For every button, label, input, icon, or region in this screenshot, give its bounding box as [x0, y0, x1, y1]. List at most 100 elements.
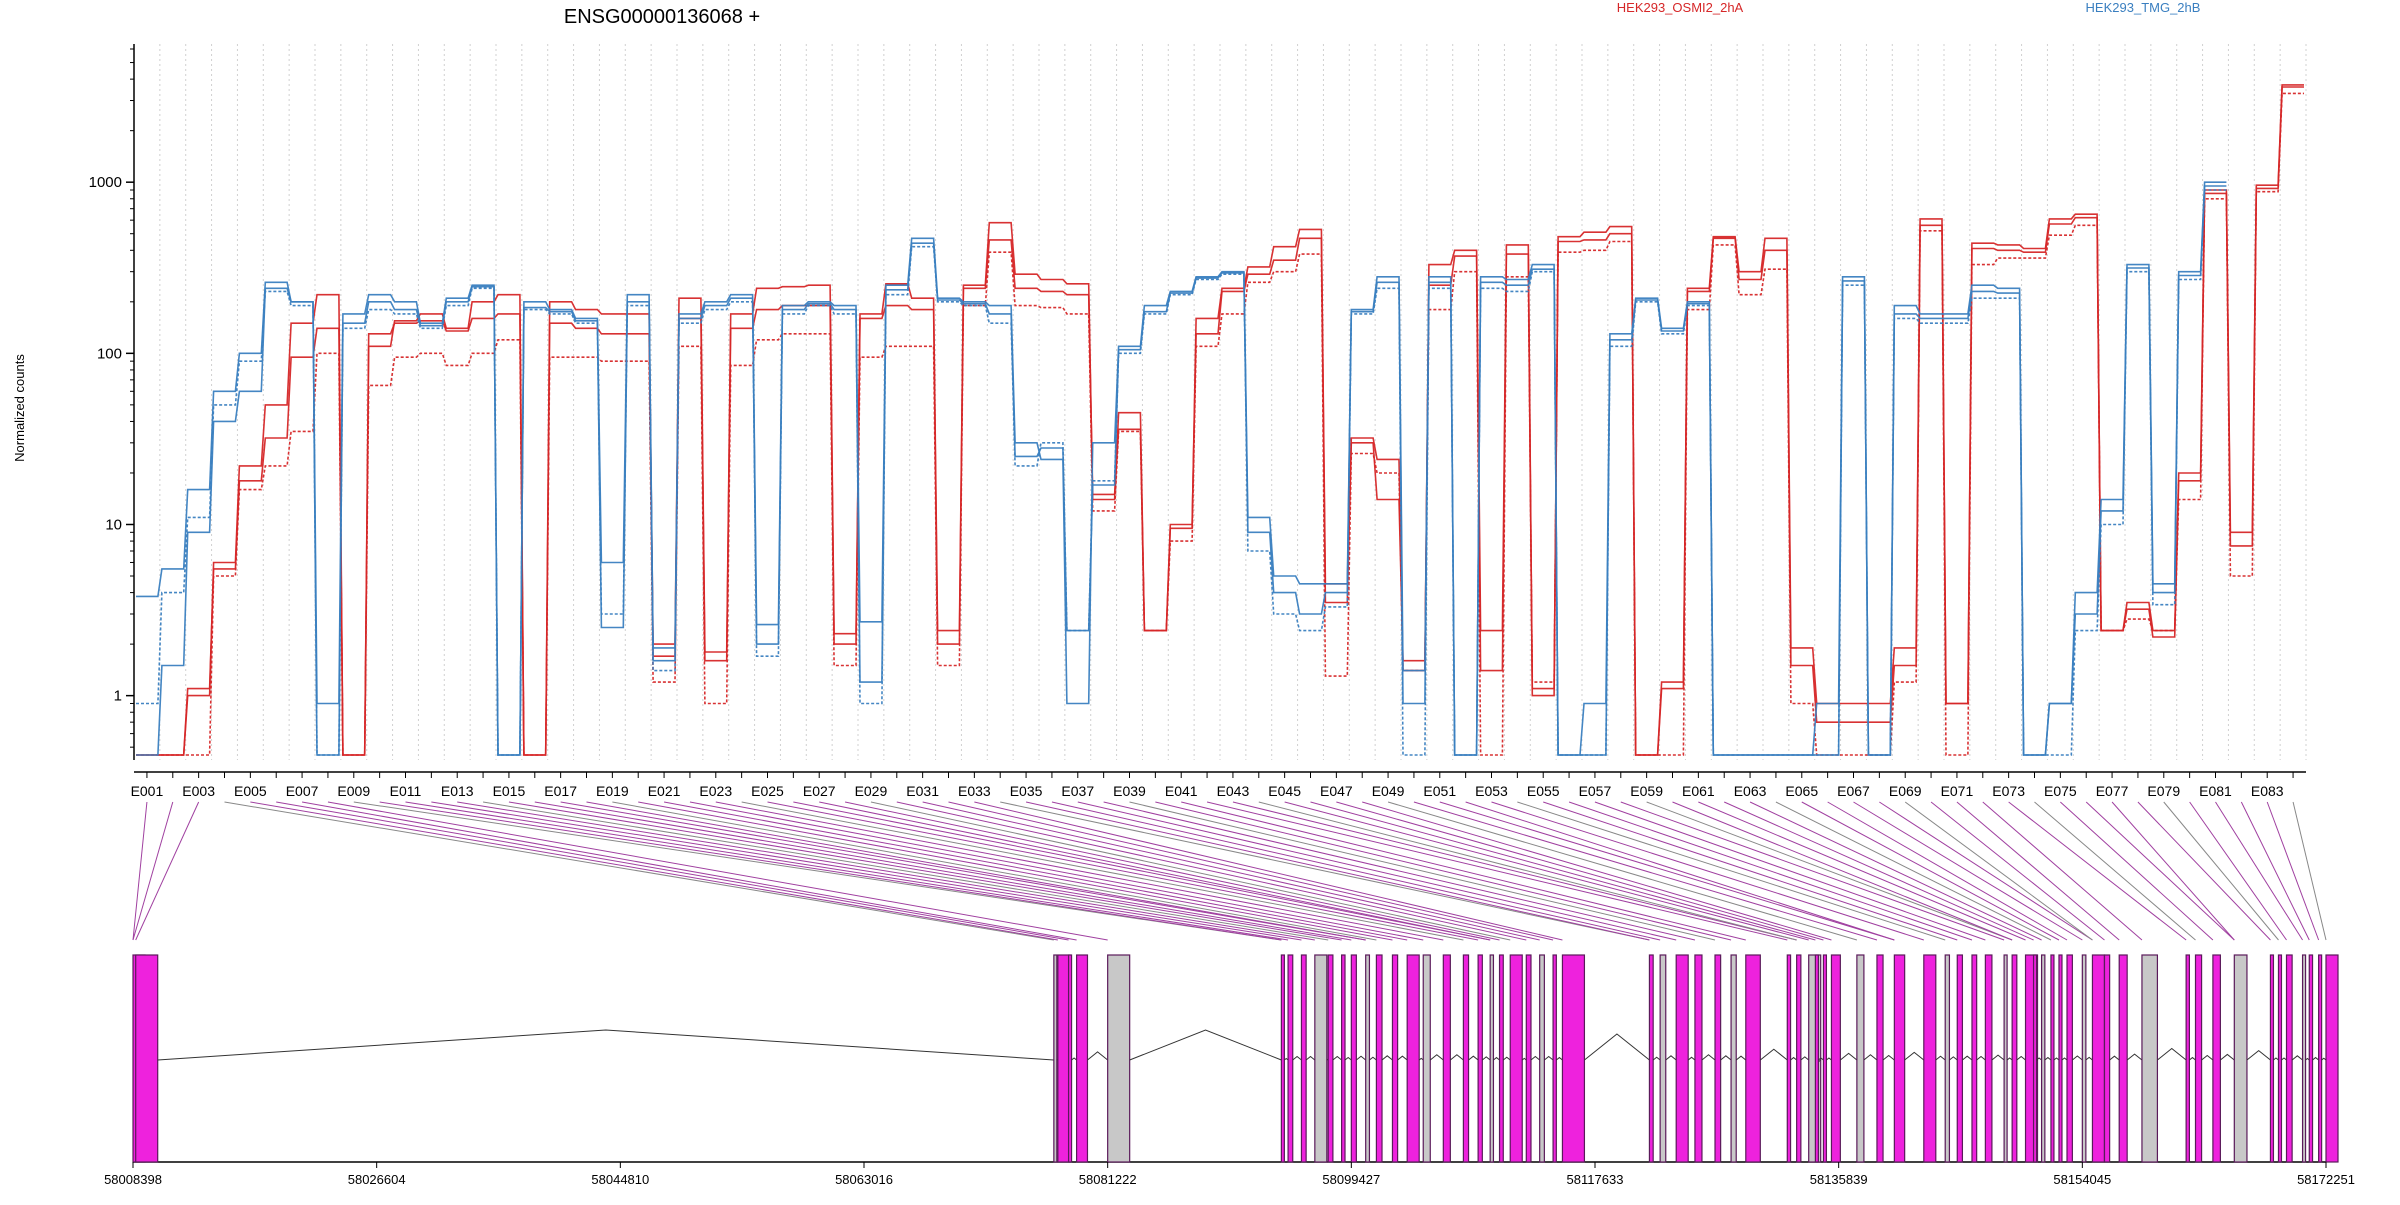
exon-connector	[1000, 802, 1649, 940]
exon-box	[1108, 955, 1130, 1162]
exon-box	[1787, 955, 1790, 1162]
exon-connector	[2035, 802, 2196, 940]
intron-line	[1522, 1058, 1526, 1060]
exon-box	[2309, 955, 2312, 1162]
exon-box	[1540, 955, 1545, 1162]
exon-box	[2319, 955, 2322, 1162]
exon-tick-label: E067	[1837, 783, 1870, 799]
exon-tick-label: E059	[1630, 783, 1663, 799]
exon-box	[1328, 955, 1333, 1162]
intron-line	[2062, 1058, 2067, 1060]
intron-line	[1398, 1056, 1408, 1060]
exon-tick-label: E071	[1941, 783, 1974, 799]
intron-line	[1840, 1053, 1857, 1060]
intron-line	[2017, 1057, 2026, 1060]
intron-line	[1962, 1056, 1972, 1060]
exon-tick-label: E003	[182, 783, 215, 799]
exon-connector	[1802, 802, 2059, 940]
y-tick-label: 100	[97, 345, 122, 362]
y-tick-label: 1000	[89, 174, 122, 191]
exon-box	[1423, 955, 1430, 1162]
exon-box	[1731, 955, 1736, 1162]
grid-lines	[134, 44, 2306, 760]
intron-line	[1936, 1056, 1945, 1060]
exon-tick-label: E041	[1165, 783, 1198, 799]
genomic-tick-label: 58044810	[591, 1172, 649, 1187]
exon-tick-label: E057	[1579, 783, 1612, 799]
intron-line	[1949, 1057, 1957, 1060]
exon-box	[1490, 955, 1493, 1162]
exon-tick-label: E075	[2044, 783, 2077, 799]
intron-line	[1801, 1057, 1809, 1060]
intron-line	[2045, 1058, 2051, 1060]
exon-box	[1649, 955, 1653, 1162]
intron-line	[2292, 1056, 2302, 1060]
exon-tick-label: E037	[1061, 783, 1094, 799]
intron-line	[1293, 1057, 1302, 1060]
exon-tick-label: E033	[958, 783, 991, 799]
exon-box	[1351, 955, 1356, 1162]
exon-connector	[2164, 802, 2279, 940]
intron-line	[2220, 1054, 2234, 1060]
exon-connector	[1776, 802, 2051, 940]
exon-tick-label: E035	[1010, 783, 1043, 799]
exon-box	[1985, 955, 1992, 1162]
intron-line	[2202, 1055, 2213, 1060]
genomic-tick-label: 58154045	[2053, 1172, 2111, 1187]
exon-connector	[1233, 802, 1797, 940]
genomic-tick-label: 58172251	[2297, 1172, 2355, 1187]
intron-line	[1345, 1057, 1351, 1060]
intron-line	[1306, 1057, 1315, 1060]
exon-box	[2104, 955, 2109, 1162]
intron-line	[2007, 1058, 2012, 1060]
exon-tick-label: E077	[2096, 783, 2129, 799]
exon-connector	[2112, 802, 2234, 940]
intron-line	[2110, 1056, 2120, 1060]
exon-connector	[1983, 802, 2142, 940]
intron-line	[1430, 1055, 1443, 1060]
exon-box	[2042, 955, 2045, 1162]
exon-box	[1894, 955, 1904, 1162]
genomic-tick-label: 58099427	[1322, 1172, 1380, 1187]
exon-box	[1392, 955, 1397, 1162]
intron-line	[1493, 1058, 1499, 1060]
exon-box	[1478, 955, 1482, 1162]
exon-box	[1069, 955, 1072, 1162]
exon-box	[1376, 955, 1382, 1162]
legend-tmg: HEK293_TMG_2hB	[2086, 0, 2201, 15]
exon-box	[1281, 955, 1284, 1162]
intron-line	[1356, 1056, 1365, 1060]
exon-box	[2034, 955, 2037, 1162]
gene-model	[133, 955, 2338, 1162]
series-line-tmg	[136, 186, 2226, 755]
exon-connectors	[133, 802, 2326, 940]
exon-box	[1463, 955, 1468, 1162]
exon-tick-label: E031	[906, 783, 939, 799]
exon-box	[1443, 955, 1450, 1162]
exon-connector	[2216, 802, 2303, 940]
intron-line	[2273, 1058, 2278, 1060]
exon-tick-label: E081	[2199, 783, 2232, 799]
exon-tick-label: E013	[441, 783, 474, 799]
exon-tick-label: E021	[648, 783, 681, 799]
intron-line	[2086, 1057, 2093, 1060]
intron-line	[1369, 1057, 1376, 1060]
intron-line	[1419, 1058, 1423, 1060]
exon-box	[136, 955, 158, 1162]
exon-connector	[457, 802, 1315, 940]
exon-connector	[2009, 802, 2186, 940]
exon-tick-label: E065	[1785, 783, 1818, 799]
exon-tick-label: E079	[2147, 783, 2180, 799]
exon-box	[2004, 955, 2007, 1162]
exon-box	[1831, 955, 1840, 1162]
exon-box	[1945, 955, 1949, 1162]
exon-box	[1857, 955, 1864, 1162]
exon-box	[2287, 955, 2293, 1162]
intron-line	[1864, 1055, 1877, 1060]
exon-connector	[225, 802, 1054, 940]
exon-box	[1553, 955, 1556, 1162]
exon-connector	[716, 802, 1444, 940]
intron-line	[2281, 1058, 2286, 1060]
